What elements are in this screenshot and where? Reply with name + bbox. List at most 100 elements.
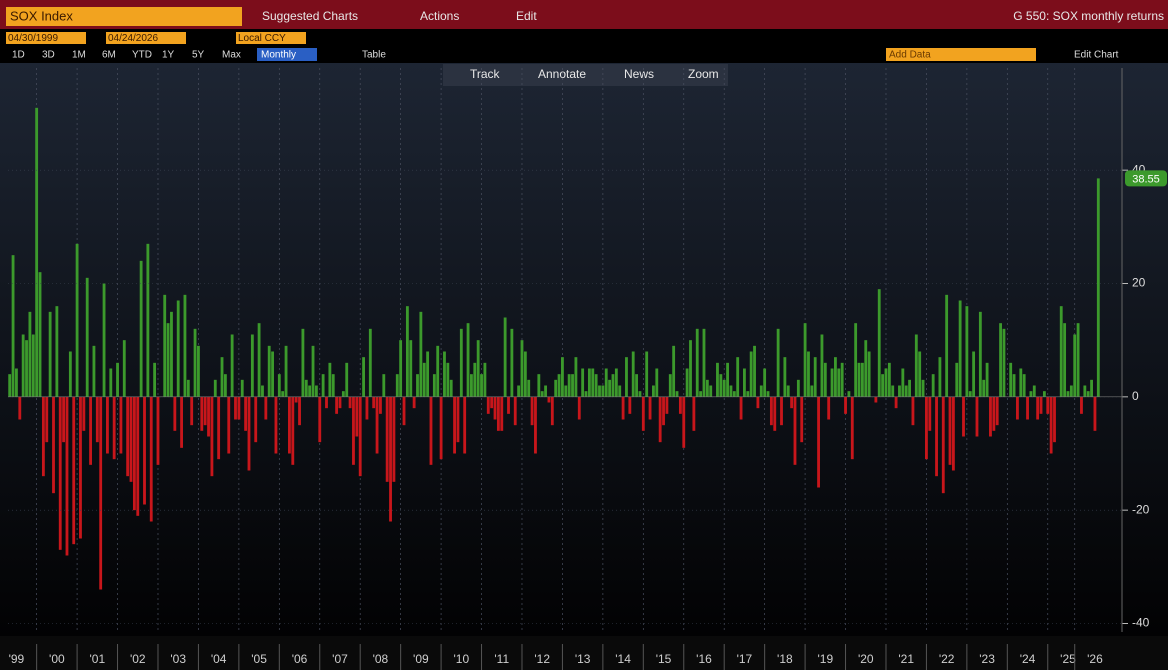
x-tick-label: '25 — [1060, 652, 1076, 666]
bar — [470, 374, 473, 397]
bar — [106, 396, 109, 454]
bar — [170, 311, 173, 397]
menu-item[interactable]: Suggested Charts — [262, 9, 358, 23]
bar — [652, 385, 655, 397]
bar — [621, 396, 625, 420]
tool-button[interactable]: Zoom — [688, 67, 719, 81]
bar — [1090, 379, 1093, 397]
bar — [345, 362, 349, 397]
bar — [422, 362, 426, 397]
bar — [304, 379, 308, 397]
bar — [348, 396, 352, 409]
tool-button[interactable]: Track — [470, 67, 501, 81]
bar — [628, 396, 632, 414]
bar — [1042, 391, 1046, 397]
bar — [854, 323, 858, 397]
bar — [561, 357, 564, 397]
bar — [537, 374, 541, 397]
bar — [608, 379, 612, 397]
bar — [358, 396, 362, 477]
tool-button[interactable]: News — [624, 67, 654, 81]
add-data-box[interactable] — [886, 48, 1036, 61]
bar — [240, 379, 244, 397]
period-button[interactable]: 3D — [42, 50, 55, 61]
currency-box[interactable] — [236, 32, 306, 44]
bar — [146, 243, 150, 397]
bars — [8, 107, 1100, 590]
bar — [8, 374, 12, 397]
bar — [301, 328, 305, 397]
x-tick-label: '20 — [858, 652, 874, 666]
bar — [153, 362, 157, 397]
bar — [166, 323, 170, 397]
bar — [126, 396, 130, 477]
bar — [443, 351, 446, 397]
bar — [392, 396, 396, 482]
security-box[interactable] — [6, 7, 242, 26]
period-button[interactable]: 1D — [12, 50, 25, 61]
bar — [281, 391, 285, 397]
bar — [530, 396, 534, 426]
bar — [254, 396, 258, 443]
end-date-box[interactable] — [106, 32, 186, 44]
bar — [210, 396, 214, 477]
bar — [722, 379, 726, 397]
period-button[interactable]: 5Y — [192, 50, 205, 61]
menu-item[interactable]: Edit — [516, 9, 537, 23]
bar — [412, 396, 416, 409]
x-tick-label: '23 — [979, 652, 995, 666]
bar — [65, 396, 69, 556]
bar — [527, 379, 531, 397]
bar — [247, 396, 251, 471]
bar — [294, 396, 298, 403]
bar — [405, 306, 409, 397]
bar — [1022, 374, 1026, 397]
bar — [493, 396, 497, 420]
bar — [1059, 306, 1063, 397]
bar — [200, 396, 204, 431]
table-button[interactable]: Table — [362, 50, 386, 61]
period-button[interactable]: 1M — [72, 50, 86, 61]
bar — [456, 396, 460, 443]
x-tick-label: '16 — [696, 652, 712, 666]
bar — [685, 368, 689, 397]
bar — [928, 396, 932, 431]
start-date-box[interactable] — [6, 32, 86, 44]
bar — [375, 396, 379, 454]
bar — [601, 385, 605, 397]
bar — [72, 396, 76, 545]
period-button[interactable]: Max — [222, 50, 241, 61]
bar — [119, 396, 123, 454]
bar — [894, 396, 898, 409]
bar — [409, 340, 413, 397]
bar — [860, 362, 864, 397]
frequency-box[interactable] — [257, 48, 317, 61]
bar — [978, 311, 982, 397]
bar — [277, 374, 281, 397]
bar — [1012, 374, 1016, 397]
period-button[interactable]: YTD — [132, 50, 152, 61]
bar — [908, 379, 911, 397]
period-button[interactable]: 1Y — [162, 50, 175, 61]
bar — [773, 396, 777, 431]
menu-item[interactable]: Actions — [420, 9, 459, 23]
bar — [62, 396, 66, 443]
bar — [288, 396, 291, 454]
bar — [503, 317, 507, 397]
bar — [311, 345, 315, 397]
bar — [163, 294, 167, 397]
bar — [395, 374, 399, 397]
bar — [436, 345, 440, 397]
bar — [355, 396, 359, 437]
bar — [914, 334, 918, 397]
bar — [389, 396, 392, 522]
bar — [803, 323, 807, 397]
bar — [1096, 178, 1100, 397]
edit-chart[interactable]: Edit Chart — [1074, 50, 1119, 61]
bar — [945, 294, 949, 397]
period-button[interactable]: 6M — [102, 50, 116, 61]
bar — [21, 334, 25, 397]
x-tick-label: '00 — [49, 652, 65, 666]
bar — [534, 396, 537, 454]
bar — [766, 391, 770, 397]
